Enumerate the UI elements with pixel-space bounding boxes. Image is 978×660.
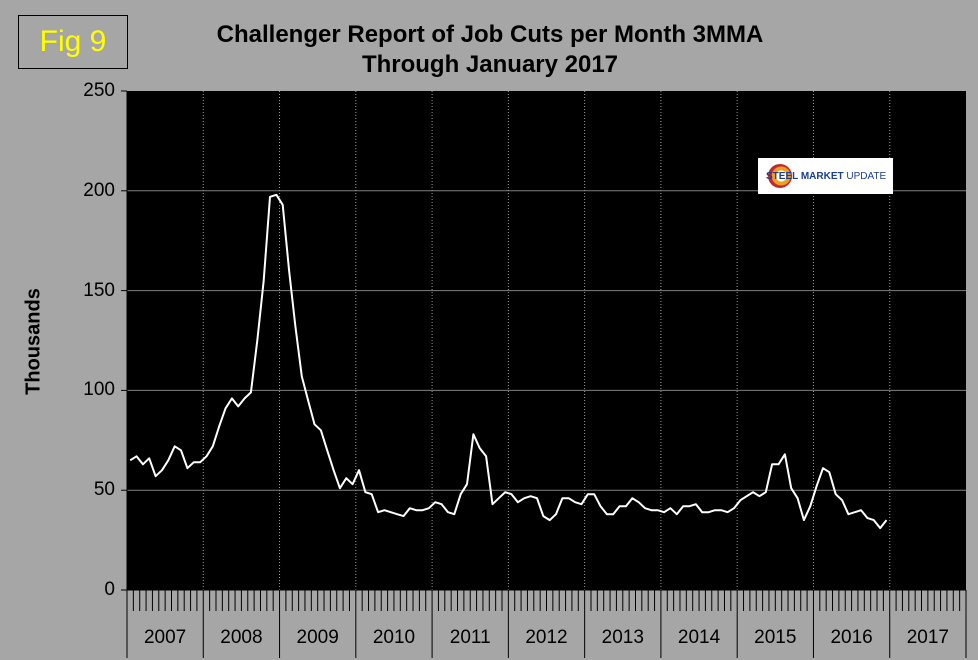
y-tick-label: 250 bbox=[83, 80, 115, 101]
x-tick-label: 2008 bbox=[220, 627, 263, 648]
y-tick-label: 0 bbox=[104, 579, 115, 600]
y-tick-label: 50 bbox=[93, 479, 115, 501]
logo-mark-icon bbox=[768, 164, 792, 188]
x-tick-label: 2009 bbox=[296, 627, 339, 648]
y-tick-label: 150 bbox=[83, 279, 115, 301]
x-tick-label: 2010 bbox=[372, 627, 416, 648]
steel-market-update-logo: STEEL MARKET UPDATE bbox=[758, 158, 893, 194]
x-tick-label: 2014 bbox=[677, 627, 721, 648]
x-tick-label: 2016 bbox=[830, 627, 873, 648]
x-tick-label: 2011 bbox=[449, 627, 491, 648]
y-tick-label: 200 bbox=[83, 179, 115, 201]
figure-label: Fig 9 bbox=[18, 15, 128, 69]
chart-subtitle: Through January 2017 bbox=[361, 51, 619, 78]
x-tick-label: 2007 bbox=[143, 627, 187, 648]
series-line bbox=[129, 193, 888, 530]
x-tick-label: 2012 bbox=[525, 627, 568, 648]
x-tick-label: 2013 bbox=[601, 627, 644, 648]
x-tick-label: 2017 bbox=[906, 627, 949, 648]
chart-title-block: Challenger Report of Job Cuts per Month … bbox=[140, 20, 840, 80]
y-tick-label: 100 bbox=[83, 379, 115, 401]
chart-title: Challenger Report of Job Cuts per Month … bbox=[216, 21, 764, 48]
x-tick-label: 2015 bbox=[754, 627, 797, 648]
logo-text: STEEL MARKET UPDATE bbox=[766, 170, 887, 182]
